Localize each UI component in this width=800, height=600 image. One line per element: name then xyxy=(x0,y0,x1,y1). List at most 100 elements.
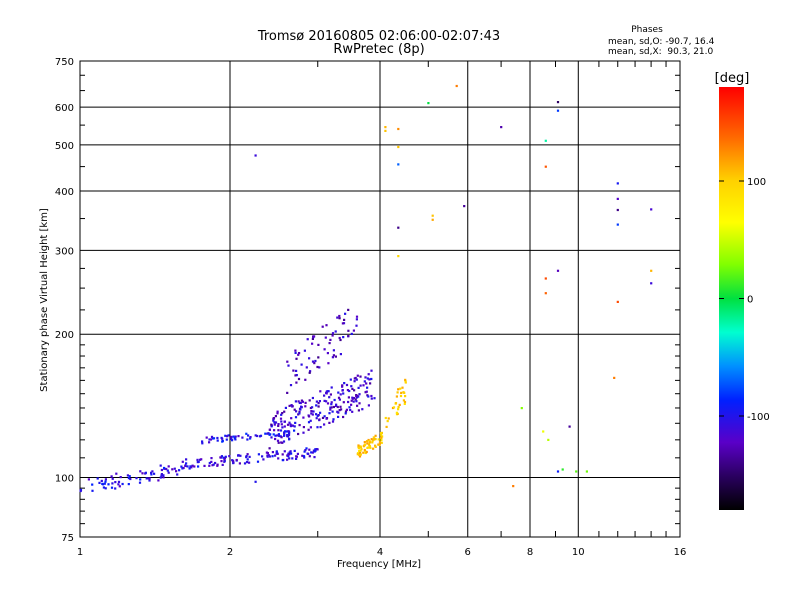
data-point xyxy=(317,343,320,346)
data-point xyxy=(234,438,237,441)
data-point xyxy=(354,376,357,380)
data-point xyxy=(316,426,319,429)
data-point xyxy=(300,405,303,408)
data-point xyxy=(283,410,286,413)
data-point xyxy=(359,453,362,456)
data-point xyxy=(288,453,291,456)
data-point xyxy=(366,442,369,445)
data-point xyxy=(293,408,296,411)
data-point xyxy=(293,449,296,452)
data-point xyxy=(306,338,309,341)
data-point xyxy=(256,460,260,463)
data-point xyxy=(378,442,381,445)
data-point xyxy=(358,449,361,453)
data-point xyxy=(290,424,293,427)
data-point xyxy=(211,437,214,440)
data-point xyxy=(359,375,362,378)
data-point xyxy=(345,408,348,411)
data-point xyxy=(315,417,318,420)
data-point xyxy=(87,478,90,481)
data-point xyxy=(281,412,284,415)
x-tick-label: 4 xyxy=(377,547,383,558)
data-point xyxy=(270,436,273,439)
data-point xyxy=(304,405,307,408)
data-point xyxy=(225,438,228,441)
data-point xyxy=(230,435,233,438)
data-point xyxy=(338,317,341,320)
data-point xyxy=(403,400,407,404)
data-point xyxy=(366,446,369,449)
data-point xyxy=(184,464,187,467)
data-point xyxy=(294,421,297,424)
data-point xyxy=(347,308,350,311)
data-point xyxy=(308,448,311,451)
data-point xyxy=(148,479,151,482)
data-point xyxy=(111,482,114,485)
data-point xyxy=(190,466,193,469)
data-point xyxy=(342,401,345,404)
data-point xyxy=(374,444,377,447)
chart-subtitle: RwPretec (8p) xyxy=(333,42,424,57)
data-point xyxy=(276,434,279,437)
data-point xyxy=(231,439,234,442)
data-point xyxy=(313,362,316,365)
data-point xyxy=(403,402,406,405)
data-point xyxy=(323,348,326,351)
data-point xyxy=(332,418,335,421)
data-point xyxy=(397,226,400,229)
x-tick-label: 2 xyxy=(227,547,233,558)
data-point xyxy=(273,429,276,432)
data-point xyxy=(402,399,405,402)
chart-title: Tromsø 20160805 02:06:00-02:07:43 xyxy=(257,29,500,44)
data-point xyxy=(350,332,353,335)
data-point xyxy=(355,315,359,318)
data-point xyxy=(370,397,373,400)
data-point xyxy=(317,356,320,359)
data-point xyxy=(274,434,277,437)
data-point xyxy=(208,441,211,444)
data-point xyxy=(318,400,321,403)
data-point xyxy=(366,386,369,389)
data-point xyxy=(150,473,153,476)
data-point xyxy=(256,434,259,438)
data-point xyxy=(118,485,121,488)
data-point xyxy=(363,380,366,383)
data-point xyxy=(396,391,399,394)
data-point xyxy=(348,406,351,409)
data-point xyxy=(341,385,344,388)
data-point xyxy=(280,420,283,423)
data-point xyxy=(399,387,402,390)
data-point xyxy=(167,471,170,474)
data-point xyxy=(226,435,229,438)
data-point xyxy=(297,400,300,403)
data-point xyxy=(267,432,270,435)
data-point xyxy=(266,452,269,455)
data-point xyxy=(317,405,320,408)
data-point xyxy=(280,413,283,416)
data-point xyxy=(310,451,313,454)
data-point xyxy=(203,464,206,467)
data-point xyxy=(332,405,335,409)
data-point xyxy=(353,389,356,392)
data-point xyxy=(351,387,354,390)
data-point xyxy=(91,483,94,486)
data-point xyxy=(205,436,208,439)
data-point xyxy=(100,479,103,482)
data-point xyxy=(162,476,165,479)
data-point xyxy=(310,412,313,415)
data-point xyxy=(280,441,283,444)
data-point xyxy=(292,369,295,372)
data-point xyxy=(197,465,200,468)
data-point xyxy=(342,336,345,339)
data-point xyxy=(323,415,326,418)
data-point xyxy=(298,412,301,415)
data-point xyxy=(356,453,359,456)
data-point xyxy=(365,382,368,385)
data-point xyxy=(257,453,260,456)
data-point xyxy=(325,324,328,327)
data-point xyxy=(338,336,341,340)
data-point xyxy=(311,360,315,363)
data-point xyxy=(283,434,286,437)
data-point xyxy=(305,447,308,450)
data-point xyxy=(366,377,369,380)
